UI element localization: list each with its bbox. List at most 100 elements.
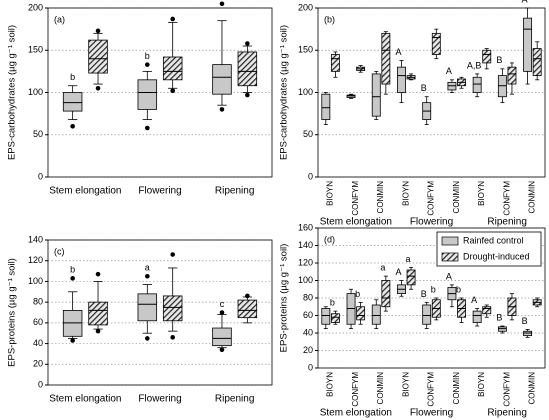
box — [62, 310, 83, 337]
outlier — [245, 92, 250, 98]
x-tick-label: CONFYM — [351, 181, 360, 216]
box — [431, 32, 441, 55]
significance-letter: A — [522, 0, 528, 4]
outlier — [70, 338, 75, 343]
outlier — [170, 16, 175, 22]
outlier — [70, 124, 75, 129]
x-tick-label: Stem elongation — [49, 394, 121, 405]
y-tick-label: 80 — [303, 292, 313, 302]
significance-letter: b — [456, 284, 461, 294]
x-tick-label: CONFYM — [427, 181, 436, 216]
box — [88, 301, 108, 326]
plot-frame — [47, 7, 273, 178]
box — [482, 49, 492, 64]
box — [237, 51, 258, 87]
y-tick-label: 120 — [298, 257, 313, 267]
box — [381, 32, 391, 85]
y-tick-label: 100 — [298, 87, 313, 97]
outlier — [145, 62, 150, 67]
y-tick-label: 0 — [38, 379, 43, 389]
box — [472, 310, 482, 323]
panel-label: (c) — [54, 246, 65, 256]
plot-frame — [317, 7, 546, 178]
significance-letter: B — [421, 289, 427, 299]
significance-letter: b — [145, 51, 150, 61]
y-tick-label: 150 — [298, 45, 313, 55]
x-tick-label: CONMIN — [527, 372, 536, 405]
outlier — [219, 107, 225, 112]
plot-frame — [47, 239, 273, 386]
box — [356, 306, 366, 321]
y-axis-label: EPS-carbohydrates (µg g⁻¹ soil) — [7, 25, 18, 160]
outlier — [145, 336, 150, 341]
group-label: Stem elongation — [320, 408, 392, 419]
outlier — [95, 271, 101, 277]
x-tick-label: BIOYN — [326, 372, 335, 397]
panel-label: (d) — [324, 234, 335, 244]
box — [212, 327, 232, 347]
significance-letter: B — [522, 316, 528, 326]
box — [212, 64, 232, 95]
box — [371, 304, 381, 325]
x-tick-label: CONFYM — [502, 372, 511, 407]
box — [162, 295, 183, 322]
x-tick-label: CONFYM — [502, 181, 511, 216]
y-tick-label: 100 — [298, 275, 313, 285]
y-axis-label: EPS-proteins (µg g⁻¹ soil) — [279, 244, 290, 353]
outlier — [170, 335, 175, 340]
y-axis-label: EPS-proteins (µg g⁻¹ soil) — [7, 258, 18, 367]
group-label: Ripening — [487, 217, 526, 228]
x-tick-label: Stem elongation — [49, 186, 121, 197]
x-tick-label: CONMIN — [376, 181, 385, 214]
panel-label: (a) — [54, 14, 65, 24]
x-tick-label: Ripening — [215, 186, 254, 197]
legend-label: Rainfed control — [463, 235, 524, 245]
y-tick-label: 0 — [308, 171, 313, 181]
box — [330, 54, 340, 72]
box — [472, 76, 482, 93]
x-tick-label: Ripening — [215, 394, 254, 405]
panel-label: (b) — [324, 14, 335, 24]
legend-label: Drought-induced — [463, 251, 530, 261]
box — [482, 306, 492, 315]
significance-letter: A,B — [467, 60, 482, 70]
x-tick-label: Flowering — [138, 186, 181, 197]
y-tick-label: 40 — [33, 338, 43, 348]
y-tick-label: 60 — [33, 317, 43, 327]
significance-letter: a — [380, 263, 385, 273]
x-tick-label: BIOYN — [326, 181, 335, 206]
y-tick-label: 140 — [298, 240, 313, 250]
outlier — [219, 1, 225, 7]
legend-swatch — [441, 252, 459, 262]
significance-letter: b — [330, 298, 335, 308]
x-tick-label: CONMIN — [527, 181, 536, 214]
y-tick-label: 150 — [28, 45, 43, 55]
y-tick-label: 80 — [33, 297, 43, 307]
x-tick-label: BIOYN — [477, 181, 486, 206]
significance-letter: B — [496, 55, 502, 65]
x-tick-label: BIOYN — [401, 372, 410, 397]
outlier — [95, 28, 101, 34]
legend-swatch — [441, 236, 459, 246]
outlier — [219, 310, 225, 315]
box — [507, 66, 517, 85]
significance-letter: a — [406, 254, 411, 264]
y-tick-label: 160 — [298, 222, 313, 232]
y-tick-label: 40 — [303, 327, 313, 337]
y-tick-label: 0 — [38, 171, 43, 181]
group-label: Stem elongation — [320, 217, 392, 228]
box — [321, 308, 331, 325]
significance-letter: c — [220, 299, 225, 309]
x-tick-label: CONMIN — [452, 372, 461, 405]
x-tick-label: BIOYN — [401, 181, 410, 206]
box — [62, 92, 83, 112]
box — [397, 66, 406, 93]
group-label: Flowering — [410, 408, 453, 419]
y-tick-label: 120 — [28, 255, 43, 265]
x-tick-label: CONFYM — [427, 372, 436, 407]
box — [88, 39, 108, 74]
group-label: Ripening — [487, 408, 526, 419]
y-tick-label: 50 — [303, 129, 313, 139]
y-tick-label: 100 — [28, 87, 43, 97]
